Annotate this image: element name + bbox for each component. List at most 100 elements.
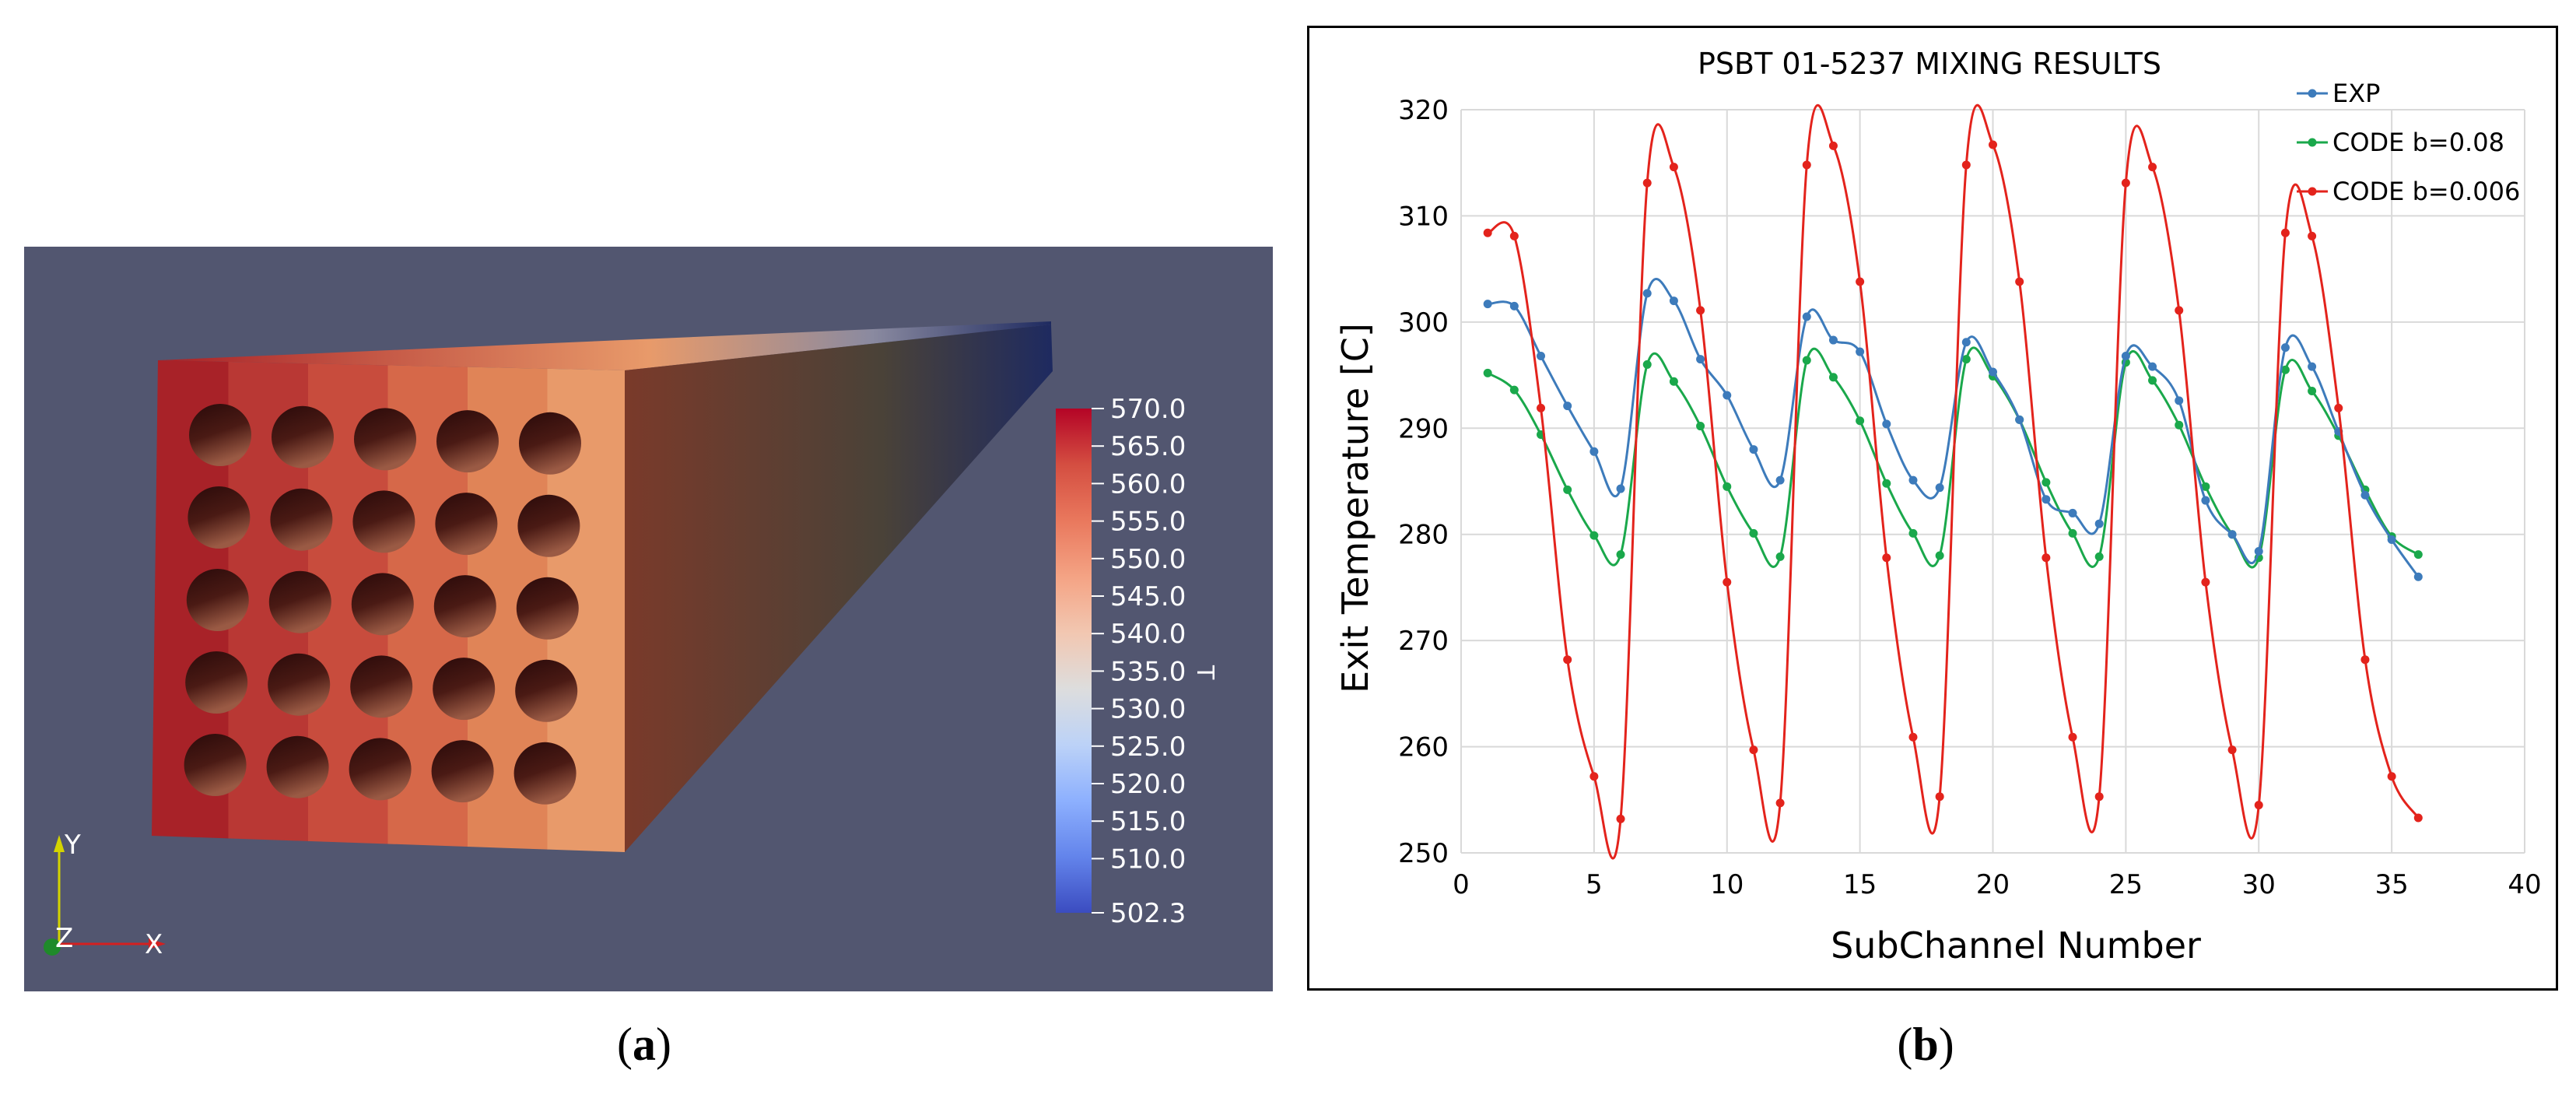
subchannel-hole (188, 486, 251, 549)
colorbar-label: 570.0 (1110, 394, 1186, 425)
data-point (1935, 551, 1944, 560)
data-point (1882, 479, 1891, 488)
series-code-b-0-08 (1483, 346, 2423, 569)
legend-entry: CODE b=0.006 (2297, 177, 2520, 206)
subchannel-hole (516, 577, 579, 640)
x-arrow-icon (149, 938, 166, 949)
data-point (1563, 655, 1572, 665)
subchannel-hole (185, 651, 248, 714)
data-point (1882, 553, 1891, 563)
x-axis-label: SubChannel Number (1831, 924, 2201, 966)
axis-label-z: Z (55, 923, 73, 954)
data-point (1616, 484, 1625, 493)
x-tick-label: 15 (1843, 869, 1877, 900)
subchannel-hole (184, 734, 247, 796)
panel-a-render: 570.0 565.0 560.0 555.0 550.0 545.0 540.0 535.0… (24, 247, 1273, 991)
data-point (1989, 367, 1997, 377)
data-point (1696, 306, 1705, 315)
caption-a: (a) (617, 1019, 671, 1070)
data-point (1537, 352, 1546, 361)
data-point (1483, 228, 1492, 237)
data-point (2094, 519, 2104, 528)
data-point (2308, 387, 2317, 396)
data-point (2148, 362, 2157, 371)
subchannel-hole (435, 493, 498, 556)
subchannel-hole (517, 494, 580, 557)
data-point (2015, 415, 2024, 424)
y-tick-label: 280 (1398, 520, 1449, 551)
data-point (1935, 792, 1944, 802)
colorbar-label: 525.0 (1110, 731, 1186, 763)
x-tick-label: 35 (2374, 869, 2408, 900)
subchannel-hole (354, 408, 416, 471)
subchannel-hole (272, 405, 334, 468)
chart-legend: EXP CODE b=0.08 CODE b=0.006 (2297, 79, 2520, 206)
subchannel-holes (184, 404, 581, 805)
data-point (2308, 231, 2317, 240)
data-point (1642, 178, 1652, 188)
block-top-face (158, 321, 1051, 370)
colorbar-gradient (1056, 409, 1092, 913)
data-point (2360, 655, 2370, 665)
colorbar-label: 520.0 (1110, 769, 1186, 800)
data-point (1935, 483, 1944, 493)
legend-label: CODE b=0.08 (2332, 128, 2504, 157)
data-point (1749, 445, 1758, 454)
data-point (1882, 419, 1891, 429)
data-point (2175, 306, 2184, 315)
colorbar-label: 535.0 (1110, 656, 1186, 687)
data-point (1828, 335, 1838, 345)
data-point (1696, 422, 1705, 431)
data-point (2175, 420, 2184, 430)
axes-triad: Y X Z (44, 830, 166, 960)
data-point (2201, 496, 2210, 505)
colorbar-label: 540.0 (1110, 619, 1186, 650)
legend-label: EXP (2332, 79, 2380, 108)
data-point (2148, 163, 2157, 172)
data-point (1828, 141, 1838, 150)
subchannel-hole (268, 570, 331, 633)
colorbar-label: 545.0 (1110, 581, 1186, 612)
data-point (2334, 403, 2343, 412)
data-point (1509, 301, 1519, 310)
subchannel-hole (270, 488, 333, 551)
data-point (1509, 231, 1519, 240)
chart-series (1483, 103, 2423, 860)
chart-grid (1460, 109, 2525, 854)
series-code-b-0-006 (1483, 103, 2423, 860)
data-point (1775, 798, 1785, 808)
x-tick-label: 5 (1586, 869, 1603, 900)
subchannel-hole (433, 575, 496, 638)
data-point (1669, 296, 1678, 306)
data-point (1802, 356, 1811, 365)
colorbar-label: 502.3 (1110, 898, 1186, 929)
data-point (1961, 338, 1971, 347)
colorbar-title: T (1191, 665, 1218, 680)
data-point (2042, 478, 2051, 487)
subchannel-hole (350, 655, 413, 718)
y-tick-label: 260 (1398, 732, 1449, 763)
y-axis-label: Exit Temperature [C] (1334, 323, 1376, 693)
x-tick-label: 40 (2508, 869, 2541, 900)
colorbar-label: 555.0 (1110, 507, 1186, 538)
y-axis-ticks: 250 260 270 280 290 300 310 320 (1398, 95, 1449, 869)
data-point (1749, 528, 1758, 538)
colorbar-label: 565.0 (1110, 431, 1186, 462)
data-point (1908, 475, 1918, 485)
y-arrow-icon (54, 835, 65, 852)
data-point (2201, 577, 2210, 587)
data-point (1961, 160, 1971, 170)
data-point (2360, 490, 2370, 500)
data-point (1723, 391, 1732, 400)
data-point (2068, 732, 2077, 742)
data-point (2280, 228, 2290, 237)
subchannel-hole (266, 735, 329, 798)
data-point (2015, 277, 2024, 286)
panel-b-chart: PSBT 01-5237 MIXING RESULTS 250 260 270 280… (1307, 26, 2558, 991)
data-point (1509, 385, 1519, 395)
data-point (1669, 377, 1678, 386)
colorbar-label: 530.0 (1110, 694, 1186, 725)
data-point (2068, 528, 2077, 538)
data-point (1908, 732, 1918, 742)
y-tick-label: 270 (1398, 626, 1449, 657)
